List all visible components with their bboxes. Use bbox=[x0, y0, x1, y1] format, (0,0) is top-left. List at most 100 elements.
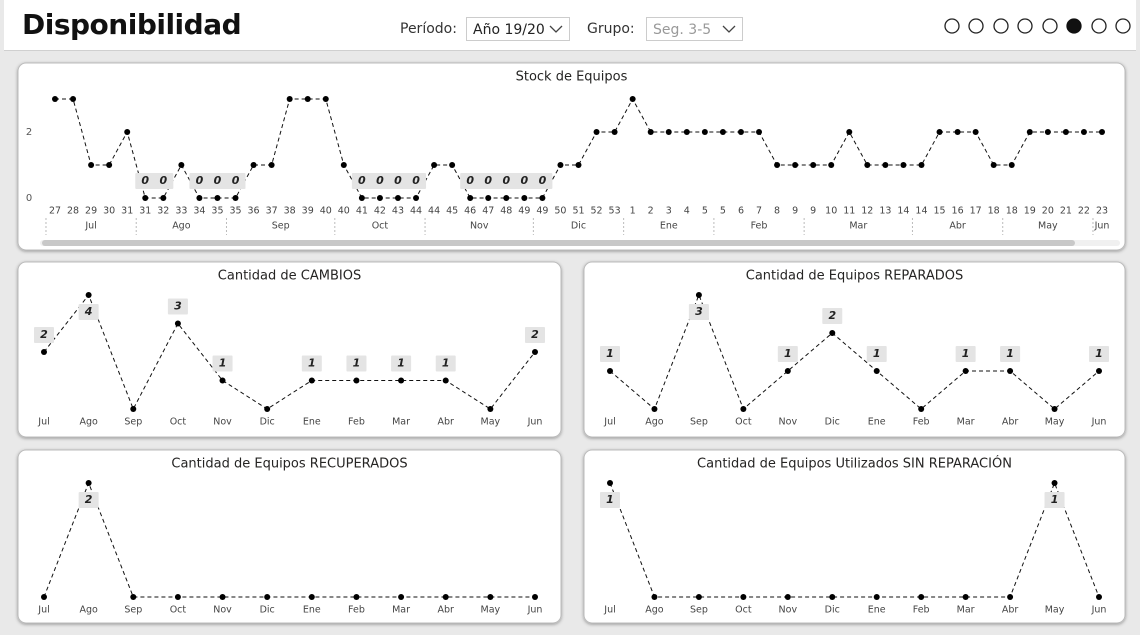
data-label: 0 bbox=[406, 173, 427, 189]
page-dot-active[interactable] bbox=[1066, 18, 1082, 34]
page-dot[interactable] bbox=[993, 18, 1009, 34]
data-label-box bbox=[225, 173, 246, 189]
data-label: 1 bbox=[777, 346, 798, 362]
scrollbar-thumb[interactable] bbox=[42, 240, 1075, 246]
data-label-text: 0 bbox=[466, 174, 474, 187]
data-label-text: 0 bbox=[214, 174, 222, 187]
point bbox=[431, 162, 438, 168]
data-label: 3 bbox=[167, 298, 188, 315]
x-tick-label: 20 bbox=[1042, 206, 1054, 217]
x-tick-label: Sep bbox=[690, 605, 708, 616]
point bbox=[954, 129, 961, 135]
page-dot[interactable] bbox=[1115, 18, 1131, 34]
point bbox=[268, 162, 275, 168]
x-tick-label: 14 bbox=[897, 206, 909, 217]
x-tick-label: 23 bbox=[1096, 206, 1108, 217]
x-tick-label: Ago bbox=[79, 605, 98, 616]
data-label-text: 3 bbox=[174, 300, 182, 313]
point bbox=[1096, 594, 1102, 600]
data-label: 1 bbox=[1044, 492, 1065, 508]
data-label: 0 bbox=[189, 173, 210, 189]
data-label-text: 2 bbox=[40, 328, 48, 341]
x-tick-label: 42 bbox=[374, 206, 386, 217]
page-dot[interactable] bbox=[1091, 18, 1107, 34]
panel bbox=[17, 449, 562, 624]
page-dot[interactable] bbox=[944, 18, 960, 34]
data-label-box bbox=[955, 346, 976, 362]
point bbox=[487, 594, 494, 600]
point bbox=[532, 594, 538, 600]
data-label-text: 1 bbox=[397, 357, 405, 370]
panel bbox=[17, 261, 562, 438]
x-tick-label: 35 bbox=[211, 206, 223, 217]
point bbox=[1099, 129, 1105, 135]
line bbox=[43, 294, 536, 411]
point bbox=[784, 368, 791, 374]
point bbox=[174, 320, 181, 327]
x-tick-label: Dic bbox=[260, 417, 275, 428]
dropdown[interactable]: Seg. 3-5 bbox=[646, 17, 743, 41]
data-label-text: 2 bbox=[531, 328, 539, 341]
point bbox=[219, 594, 226, 600]
point bbox=[41, 594, 47, 600]
data-label: 2 bbox=[34, 327, 54, 343]
point bbox=[962, 594, 969, 600]
data-label-box bbox=[78, 304, 99, 320]
point bbox=[1008, 162, 1015, 168]
point bbox=[467, 195, 474, 201]
x-tick-label: Mar bbox=[957, 417, 975, 428]
x-group-label: Abr bbox=[949, 221, 966, 232]
page-dot[interactable] bbox=[968, 18, 984, 34]
point bbox=[864, 162, 871, 168]
data-label-box bbox=[78, 492, 99, 508]
x-tick-label: Jun bbox=[1091, 417, 1107, 428]
page-dot[interactable] bbox=[1017, 18, 1033, 34]
x-tick-label: 22 bbox=[1078, 206, 1090, 217]
x-tick-label: 11 bbox=[843, 206, 855, 217]
x-tick-label: 15 bbox=[933, 206, 945, 217]
dropdown[interactable]: Año 19/20 bbox=[466, 17, 570, 41]
x-group-label: Sep bbox=[272, 221, 290, 232]
x-tick-label: Abr bbox=[438, 605, 455, 616]
point bbox=[683, 129, 690, 135]
data-label-box bbox=[460, 173, 481, 189]
x-tick-label: Nov bbox=[213, 605, 232, 616]
point bbox=[846, 129, 853, 135]
dropdown-value: Año 19/20 bbox=[473, 22, 545, 38]
x-tick-label: 27 bbox=[49, 206, 61, 217]
filter-label: Grupo: bbox=[587, 21, 635, 37]
data-label: 2 bbox=[822, 308, 843, 324]
x-tick-label: 45 bbox=[446, 206, 458, 217]
point bbox=[130, 594, 137, 600]
point bbox=[70, 96, 77, 102]
point bbox=[740, 594, 747, 600]
data-label-box bbox=[866, 346, 887, 362]
point bbox=[322, 96, 329, 102]
data-label-text: 1 bbox=[873, 347, 881, 360]
chart-title: Cantidad de Equipos Utilizados SIN REPAR… bbox=[697, 456, 1012, 472]
point bbox=[376, 195, 383, 201]
x-tick-label: 51 bbox=[572, 206, 584, 217]
point bbox=[308, 377, 315, 384]
x-tick-label: Jun bbox=[1091, 605, 1107, 616]
point bbox=[308, 594, 315, 600]
data-label-text: 0 bbox=[412, 174, 420, 187]
point bbox=[1044, 129, 1051, 135]
x-tick-label: 5 bbox=[702, 206, 708, 217]
point bbox=[792, 162, 799, 168]
data-label-box bbox=[688, 304, 709, 320]
x-tick-label: Jun bbox=[527, 605, 543, 616]
point bbox=[449, 162, 456, 168]
data-label-box bbox=[301, 355, 322, 372]
data-label-text: 0 bbox=[196, 174, 204, 187]
x-tick-label: Sep bbox=[690, 417, 708, 428]
x-tick-label: Oct bbox=[170, 605, 187, 616]
data-label-text: 2 bbox=[85, 493, 93, 506]
page-dot[interactable] bbox=[1042, 18, 1058, 34]
data-label-text: 0 bbox=[521, 174, 529, 187]
data-label-box bbox=[167, 298, 188, 315]
point bbox=[1080, 129, 1087, 135]
point bbox=[219, 377, 226, 384]
x-tick-label: Feb bbox=[348, 417, 365, 428]
point bbox=[340, 162, 347, 168]
